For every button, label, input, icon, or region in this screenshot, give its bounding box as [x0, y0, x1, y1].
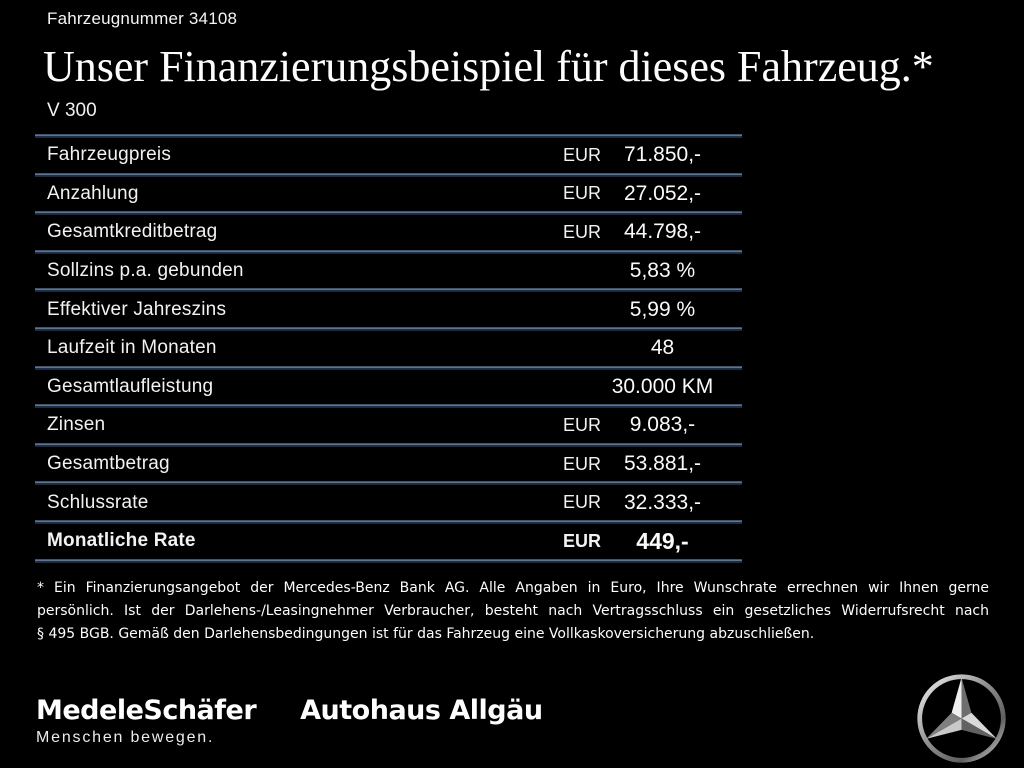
model-name: V 300	[47, 100, 97, 121]
row-currency: EUR	[563, 144, 602, 165]
row-label: Anzahlung	[47, 182, 139, 204]
table-rule	[35, 134, 742, 138]
legal-footnote: * Ein Finanzierungsangebot der Mercedes-…	[37, 577, 989, 646]
page-title: Unser Finanzierungsbeispiel für dieses F…	[43, 42, 934, 91]
dealer-logos: MedeleSchäfer Autohaus Allgäu	[36, 695, 543, 726]
row-currency: EUR	[563, 492, 602, 513]
row-value: 32.333,-	[623, 490, 702, 514]
row-currency: EUR	[563, 414, 602, 435]
table-row: Effektiver Jahreszins 5,99 %	[35, 292, 742, 327]
row-value: 5,99 %	[629, 297, 696, 321]
footnote-line: * Ein Finanzierungsangebot der Mercedes-…	[37, 580, 989, 596]
table-rule	[35, 404, 742, 409]
row-label: Monatliche Rate	[47, 530, 196, 552]
row-label: Fahrzeugpreis	[47, 144, 172, 166]
row-label: Gesamtlaufleistung	[47, 375, 214, 397]
row-currency: EUR	[563, 453, 602, 474]
table-row: Sollzins p.a. gebunden 5,83 %	[35, 254, 742, 289]
row-label: Effektiver Jahreszins	[47, 298, 227, 320]
table-rule	[35, 249, 742, 254]
row-label: Gesamtbetrag	[47, 453, 170, 475]
table-row: Gesamtbetrag EUR 53.881,-	[35, 447, 742, 482]
table-rule	[35, 326, 742, 331]
table-rule	[35, 172, 742, 177]
table-rule	[35, 211, 742, 216]
dealer-logo-autohaus-allgaeu: Autohaus Allgäu	[300, 695, 543, 726]
row-value: 449,-	[636, 527, 689, 554]
row-label: Sollzins p.a. gebunden	[47, 260, 244, 282]
table-row: Gesamtkreditbetrag EUR 44.798,-	[35, 215, 742, 250]
row-value: 5,83 %	[629, 259, 696, 283]
table-rule	[35, 481, 742, 486]
mercedes-star-icon	[917, 674, 1006, 763]
row-currency: EUR	[563, 183, 602, 204]
dealer-tagline: Menschen bewegen.	[36, 729, 215, 746]
row-value: 30.000 KM	[611, 374, 714, 398]
table-row: Zinsen EUR 9.083,-	[35, 408, 742, 443]
footnote-line: § 495 BGB. Gemäß den Darlehensbedingunge…	[37, 626, 815, 642]
footer: MedeleSchäfer Autohaus Allgäu Menschen b…	[0, 668, 1024, 768]
vehicle-number: Fahrzeugnummer 34108	[47, 9, 238, 28]
row-value: 27.052,-	[623, 181, 702, 205]
row-label: Laufzeit in Monaten	[47, 337, 217, 359]
footnote-line: persönlich. Ist der Darlehens-/Leasingne…	[37, 603, 989, 619]
row-label: Zinsen	[47, 414, 106, 436]
table-row: Gesamtlaufleistung 30.000 KM	[35, 370, 742, 405]
row-value: 9.083,-	[629, 413, 696, 437]
row-currency: EUR	[563, 221, 602, 242]
table-row: Fahrzeugpreis EUR 71.850,-	[35, 138, 742, 173]
table-row: Schlussrate EUR 32.333,-	[35, 485, 742, 520]
row-value: 44.798,-	[623, 220, 702, 244]
table-rule	[35, 442, 742, 447]
table-rule	[35, 558, 742, 563]
table-row-monthly-rate: Monatliche Rate EUR 449,-	[35, 524, 742, 559]
table-rule	[35, 519, 742, 524]
row-value: 48	[650, 336, 675, 360]
table-row: Anzahlung EUR 27.052,-	[35, 177, 742, 212]
row-value: 71.850,-	[623, 143, 702, 167]
table-row: Laufzeit in Monaten 48	[35, 331, 742, 366]
row-label: Gesamtkreditbetrag	[47, 221, 218, 243]
row-currency: EUR	[563, 530, 602, 551]
finance-table: Fahrzeugpreis EUR 71.850,- Anzahlung EUR…	[35, 134, 742, 563]
row-value: 53.881,-	[623, 452, 702, 476]
dealer-logo-medele-schaefer: MedeleSchäfer	[36, 695, 257, 726]
table-rule	[35, 365, 742, 370]
table-rule	[35, 288, 742, 293]
row-label: Schlussrate	[47, 491, 149, 513]
